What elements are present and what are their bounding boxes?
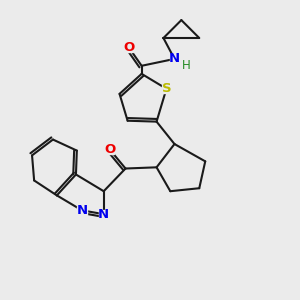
Bar <box>106 145 114 154</box>
Text: N: N <box>76 204 88 217</box>
Bar <box>162 85 171 93</box>
Text: N: N <box>98 208 109 221</box>
Bar <box>183 62 190 69</box>
Bar <box>77 206 87 214</box>
Text: S: S <box>162 82 171 95</box>
Text: H: H <box>182 59 191 72</box>
Text: N: N <box>169 52 180 65</box>
Bar <box>99 210 109 218</box>
Text: O: O <box>104 143 115 156</box>
Bar <box>170 55 179 63</box>
Bar <box>125 44 133 52</box>
Text: O: O <box>124 41 135 54</box>
